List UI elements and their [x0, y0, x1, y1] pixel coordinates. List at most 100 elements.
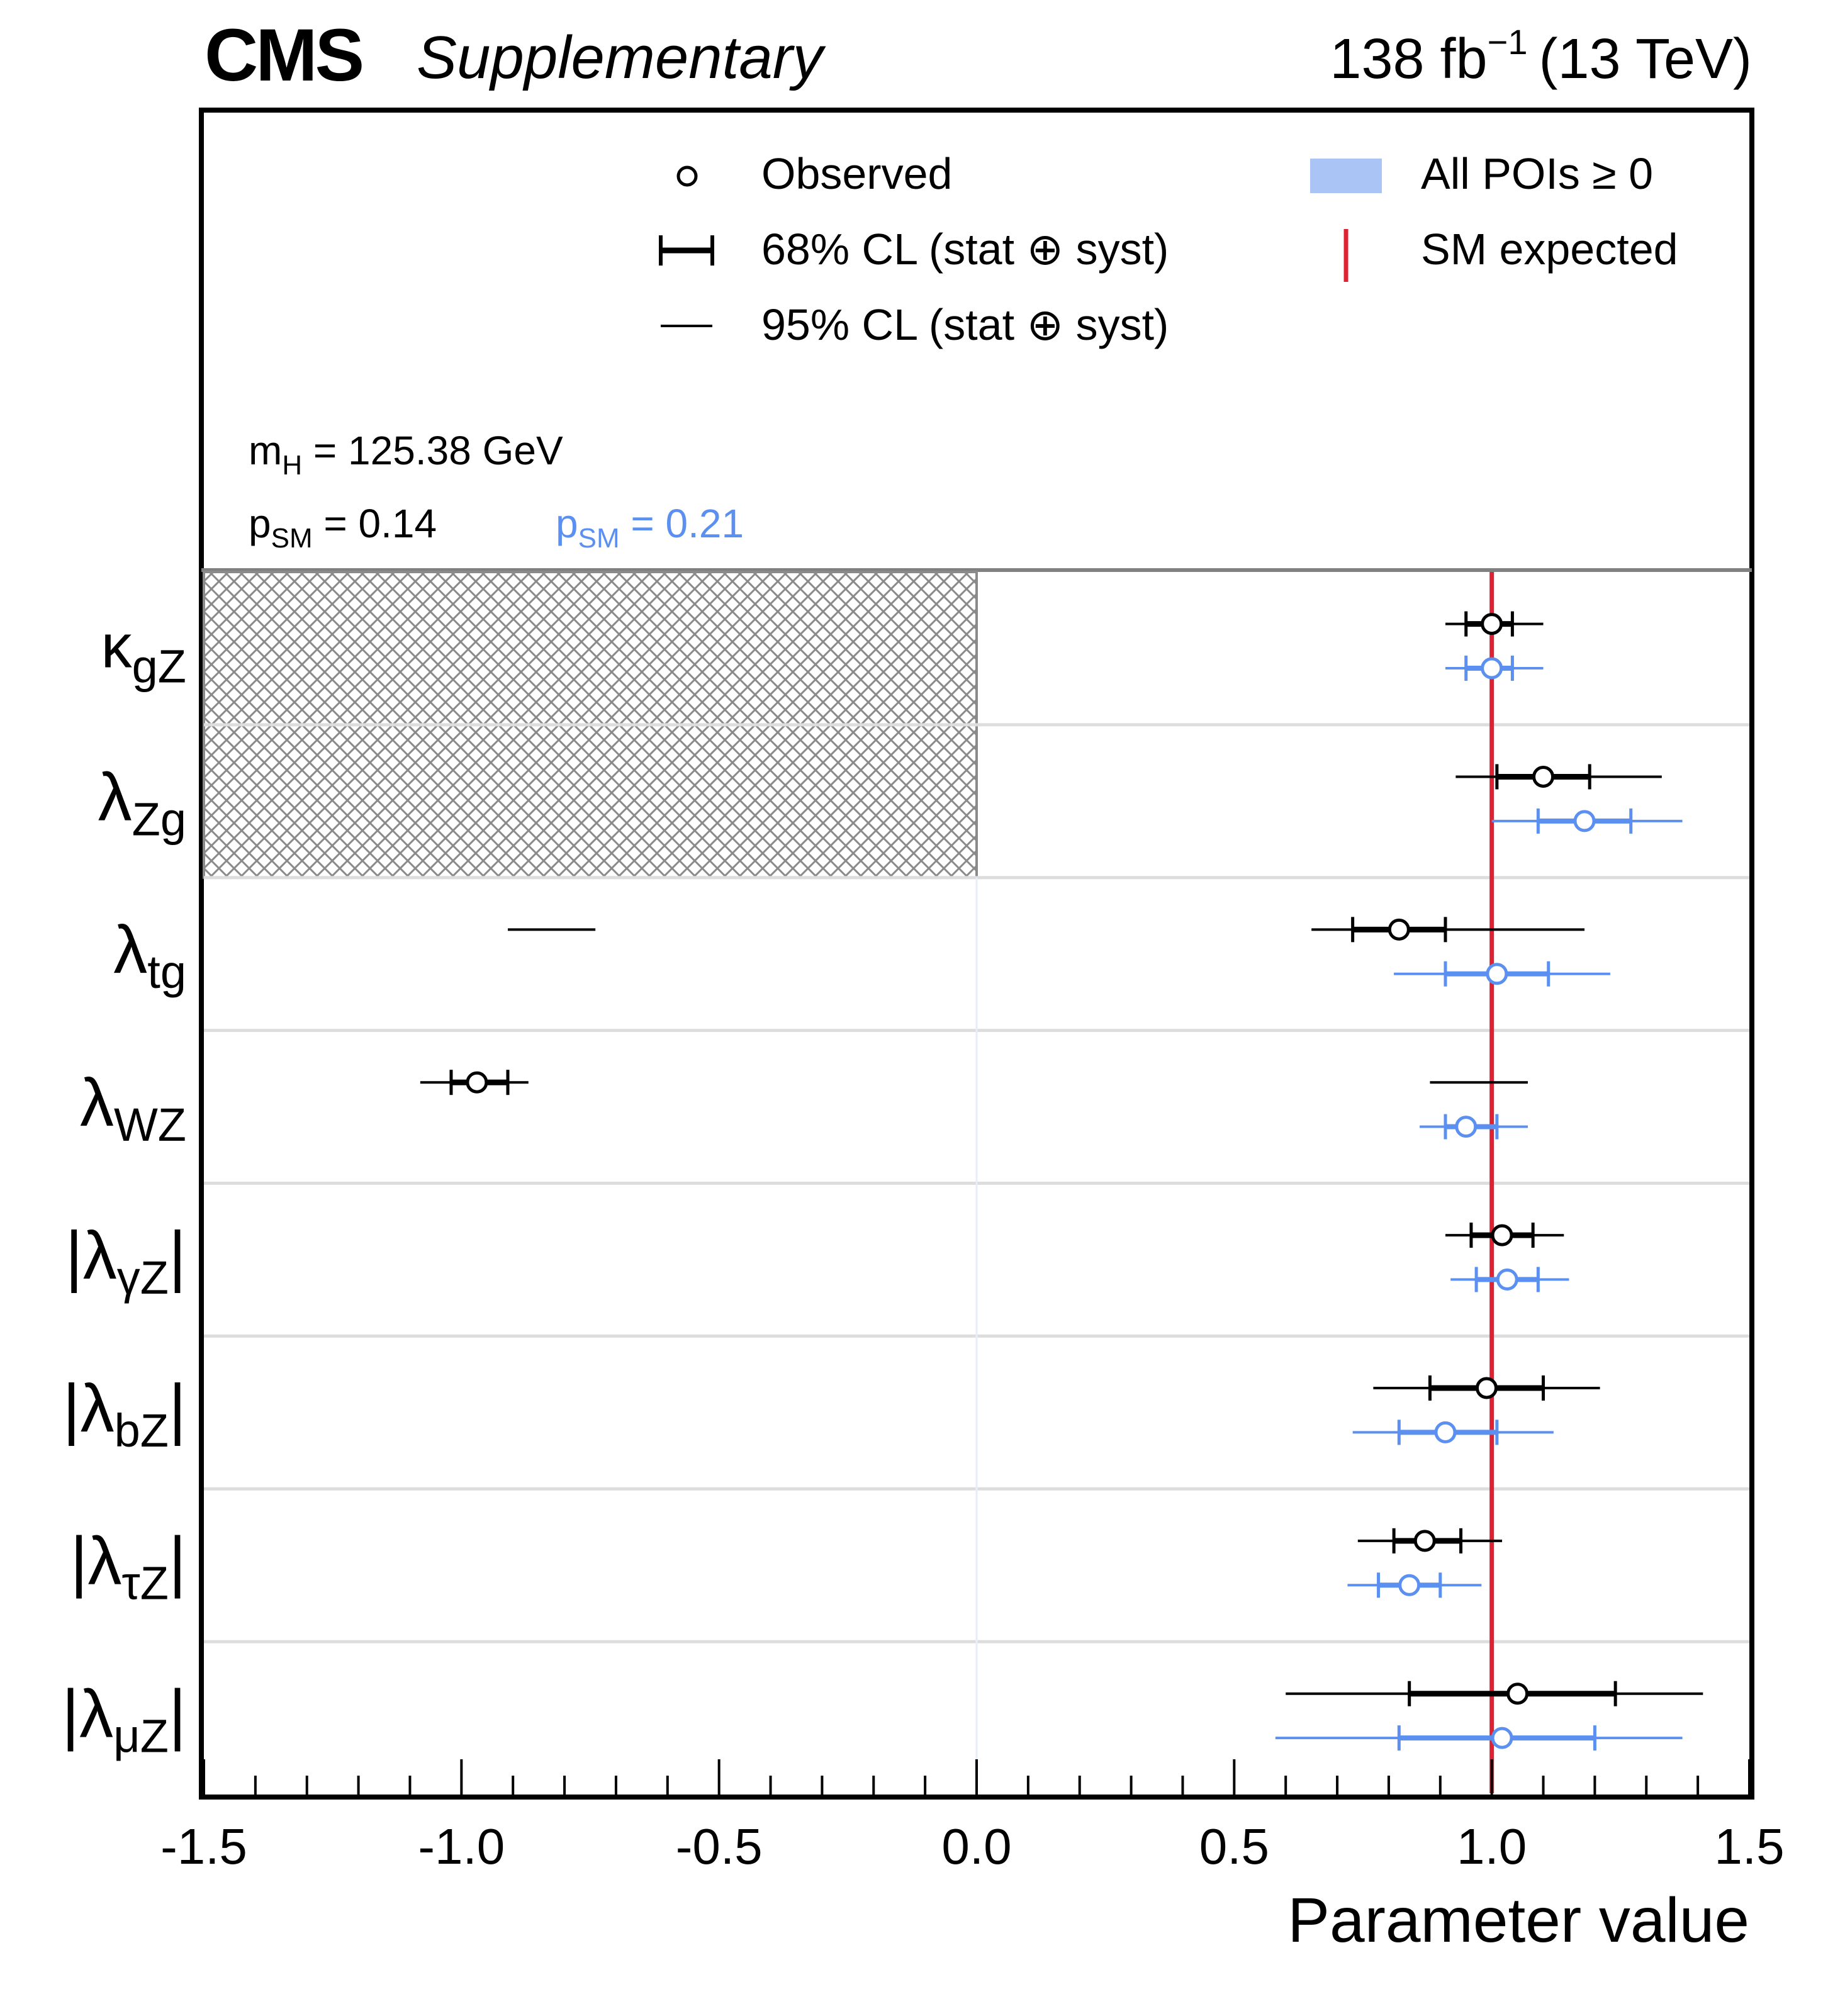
- points-lambda_WZ-allpois: [1420, 1114, 1528, 1140]
- label-symbol: κ: [101, 611, 133, 680]
- x-tick-label: 0.5: [1199, 1818, 1269, 1874]
- points-kappa_gZ-observed: [1445, 611, 1544, 637]
- label-symbol: λ: [80, 1064, 114, 1140]
- label-symbol: λ: [88, 1523, 122, 1599]
- plot-frame: [199, 108, 1754, 1800]
- best-fit-marker: [1455, 1116, 1478, 1138]
- label-lambda_Zg: λZg: [98, 758, 186, 845]
- x-tick-label: 1.0: [1457, 1818, 1527, 1874]
- x-axis: -1.5 -1.0 -0.5 0.0 0.5 1.0 1.5: [160, 1759, 1785, 1874]
- x-tick-label: -1.0: [418, 1818, 505, 1874]
- legend-cl68-label: 68% CL (stat ⊕ syst): [761, 225, 1169, 274]
- abs-bar-left: |: [62, 1676, 79, 1752]
- points-lambda_muZ-allpois: [1275, 1725, 1683, 1751]
- points-lambda_tauZ-observed: [1357, 1528, 1503, 1554]
- label-subscript: Zg: [132, 793, 186, 845]
- label-lambda_tauZ: |λτZ|: [70, 1523, 186, 1610]
- best-fit-marker: [1573, 810, 1596, 832]
- label-subscript: γZ: [117, 1252, 169, 1304]
- label-subscript: bZ: [115, 1404, 169, 1457]
- label-lambda_gammaZ: |λγZ|: [65, 1217, 186, 1304]
- best-fit-marker: [1486, 963, 1508, 985]
- points-kappa_gZ-allpois: [1445, 656, 1544, 681]
- mh-value: = 125.38 GeV: [302, 428, 563, 473]
- label-lambda_muZ: |λμZ|: [62, 1676, 186, 1762]
- best-fit-marker: [1475, 1377, 1498, 1399]
- points-lambda_Zg-allpois: [1491, 808, 1683, 834]
- points-lambda_bZ-observed: [1373, 1375, 1600, 1401]
- label-symbol: λ: [79, 1676, 113, 1752]
- best-fit-marker: [466, 1071, 488, 1094]
- data-points: [420, 611, 1703, 1751]
- label-subscript: μZ: [113, 1710, 169, 1762]
- label-subscript: WZ: [114, 1099, 186, 1151]
- best-fit-marker: [1398, 1574, 1421, 1596]
- abs-bar-left: |: [63, 1370, 81, 1446]
- best-fit-marker: [1506, 1683, 1529, 1705]
- legend-observed-marker: [676, 165, 698, 187]
- label-lambda_WZ: λWZ: [80, 1064, 186, 1151]
- label-lambda_tg: λtg: [113, 911, 186, 998]
- energy-label: (13 TeV): [1539, 28, 1752, 91]
- abs-bar-left: |: [65, 1217, 83, 1293]
- mh-symbol: m: [249, 428, 282, 473]
- x-tick-label: 1.5: [1714, 1818, 1784, 1874]
- best-fit-marker: [1434, 1421, 1457, 1443]
- row-separators: [204, 723, 1749, 1795]
- points-lambda_tg-allpois: [1394, 961, 1610, 987]
- psm-observed-annotation: pSM = 0.14: [249, 501, 437, 554]
- legend-allpois-label: All POIs ≥ 0: [1421, 149, 1653, 198]
- points-lambda_muZ-observed: [1286, 1681, 1703, 1706]
- points-lambda_gammaZ-observed: [1445, 1223, 1564, 1248]
- legend-observed-label: Observed: [761, 149, 952, 198]
- mh-subscript: H: [282, 450, 302, 481]
- label-subscript: tg: [147, 946, 186, 998]
- legend-cl95-label: 95% CL (stat ⊕ syst): [761, 300, 1169, 349]
- label-subscript: τZ: [122, 1557, 169, 1610]
- legend-allpois-swatch: [1310, 159, 1382, 193]
- psm-subscript: SM: [271, 523, 313, 554]
- lumi-value: 138 fb: [1330, 28, 1487, 91]
- psm2-symbol: p: [556, 501, 578, 546]
- label-symbol: λ: [81, 1370, 115, 1446]
- best-fit-marker: [1388, 918, 1410, 941]
- label-symbol: λ: [98, 758, 132, 834]
- psm2-value: = 0.21: [620, 501, 744, 546]
- psm-allpois-annotation: pSM = 0.21: [556, 501, 744, 554]
- best-fit-marker: [1532, 765, 1555, 788]
- abs-bar-left: |: [70, 1523, 87, 1599]
- label-subscript: gZ: [132, 640, 186, 692]
- label-symbol: λ: [113, 911, 147, 987]
- points-lambda_tauZ-allpois: [1347, 1572, 1482, 1598]
- supplementary-label: Supplementary: [417, 24, 826, 91]
- higgs-mass-annotation: mH = 125.38 GeV: [249, 428, 563, 481]
- best-fit-marker: [1481, 657, 1503, 680]
- legend: Observed 68% CL (stat ⊕ syst) 95% CL (st…: [659, 149, 1678, 349]
- best-fit-marker: [1491, 1224, 1513, 1246]
- x-tick-label: -1.5: [160, 1818, 247, 1874]
- legend-sm-label: SM expected: [1421, 225, 1678, 274]
- best-fit-marker: [1481, 613, 1503, 636]
- label-kappa_gZ: κgZ: [101, 611, 186, 692]
- best-fit-marker: [1496, 1268, 1518, 1291]
- points-lambda_bZ-allpois: [1352, 1420, 1554, 1445]
- psm-value: = 0.14: [313, 501, 437, 546]
- psm-symbol: p: [249, 501, 271, 546]
- abs-bar-right: |: [169, 1676, 186, 1752]
- points-lambda_Zg-observed: [1455, 764, 1662, 790]
- label-symbol: λ: [83, 1217, 117, 1293]
- abs-bar-right: |: [169, 1523, 186, 1599]
- best-fit-marker: [1413, 1530, 1436, 1552]
- lumi-exponent: −1: [1488, 22, 1528, 62]
- points-lambda_WZ-observed: [420, 1070, 1528, 1095]
- x-tick-label: 0.0: [941, 1818, 1011, 1874]
- x-tick-label: -0.5: [676, 1818, 763, 1874]
- points-lambda_gammaZ-allpois: [1450, 1267, 1569, 1292]
- abs-bar-right: |: [169, 1217, 186, 1293]
- lumi-label: 138 fb−1 (13 TeV): [1330, 22, 1752, 91]
- x-axis-title: Parameter value: [1287, 1885, 1749, 1956]
- points-lambda_tg-observed: [508, 917, 1585, 943]
- label-lambda_bZ: |λbZ|: [63, 1370, 186, 1457]
